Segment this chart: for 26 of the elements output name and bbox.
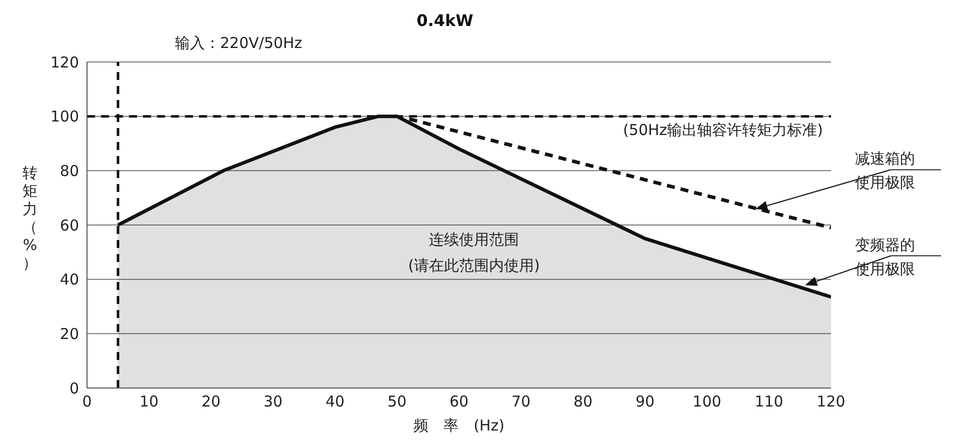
- y-tick-label: 60: [60, 216, 79, 234]
- x-tick-label: 40: [325, 392, 345, 411]
- x-tick-label: 30: [263, 392, 283, 411]
- ref-line-label: (50Hz输出轴容许转矩力标准): [623, 120, 823, 139]
- x-tick-label: 90: [635, 392, 655, 411]
- y-tick-label: 100: [50, 108, 79, 126]
- y-tick-label: 120: [50, 53, 79, 72]
- annotation: 连续使用范围 (请在此范围内使用): [408, 230, 540, 275]
- x-tick-label: 0: [82, 392, 92, 411]
- y-axis-title: 转矩力（%）: [22, 164, 38, 272]
- y-tick-label: 20: [60, 324, 79, 343]
- y-tick-label: 40: [60, 270, 79, 289]
- x-tick-label: 70: [511, 392, 531, 411]
- y-tick-label: 80: [60, 162, 79, 180]
- x-tick-label: 110: [754, 392, 784, 411]
- x-tick-label: 10: [139, 392, 159, 411]
- x-tick-label: 100: [692, 392, 722, 411]
- x-tick-label: 120: [816, 392, 846, 411]
- chart-subtitle: 输入：220V/50Hz: [175, 34, 302, 52]
- chart-title: 0.4kW: [416, 11, 474, 30]
- x-axis-title: 频 率 (Hz): [414, 416, 504, 435]
- x-tick-label: 20: [201, 392, 221, 411]
- y-tick-label: 0: [69, 379, 79, 398]
- x-tick-label: 50: [387, 392, 407, 411]
- x-tick-label: 80: [573, 392, 593, 411]
- x-tick-label: 60: [449, 392, 469, 411]
